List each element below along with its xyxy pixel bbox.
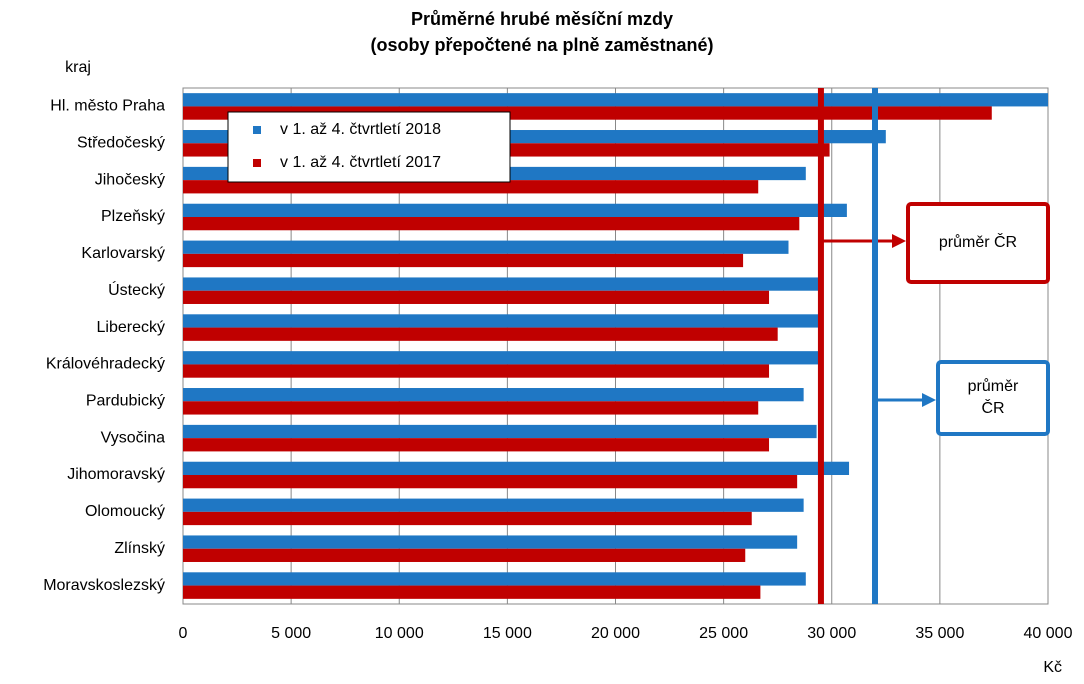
x-tick-label: 40 000 bbox=[1024, 625, 1073, 642]
x-tick-label: 0 bbox=[179, 625, 188, 642]
bar bbox=[183, 180, 759, 194]
y-tick-label: Liberecký bbox=[97, 319, 165, 336]
legend-swatch bbox=[253, 159, 261, 167]
y-tick-label: Zlínský bbox=[114, 540, 165, 557]
y-tick-label: Olomoucký bbox=[85, 503, 165, 520]
bar bbox=[183, 475, 798, 489]
bar bbox=[183, 572, 806, 586]
x-tick-label: 35 000 bbox=[915, 625, 964, 642]
bar bbox=[183, 314, 821, 328]
y-tick-label: Moravskoslezský bbox=[43, 577, 165, 594]
bar bbox=[183, 461, 850, 475]
bar bbox=[183, 498, 804, 512]
callout-box bbox=[936, 360, 1050, 436]
x-tick-label: 5 000 bbox=[271, 625, 311, 642]
chart-title: Průměrné hrubé měsíční mzdy bbox=[411, 9, 673, 29]
arrow-head bbox=[922, 393, 936, 407]
bar bbox=[183, 585, 761, 599]
y-tick-label: Karlovarský bbox=[81, 245, 165, 262]
legend-label: v 1. až 4. čtvrtletí 2018 bbox=[280, 121, 441, 138]
legend-box bbox=[227, 111, 511, 183]
bar bbox=[183, 548, 746, 562]
bar bbox=[183, 203, 847, 217]
x-tick-label: 10 000 bbox=[375, 625, 424, 642]
callout-label: průměr ČR bbox=[939, 232, 1017, 251]
y-tick-label: Pardubický bbox=[86, 393, 165, 410]
legend-label: v 1. až 4. čtvrtletí 2017 bbox=[280, 154, 441, 171]
bar bbox=[183, 351, 821, 365]
bar bbox=[183, 240, 789, 254]
callout-label: průměr ČR bbox=[968, 377, 1019, 417]
bar bbox=[183, 93, 1048, 107]
y-tick-label: Jihočeský bbox=[95, 171, 165, 188]
x-axis-label: Kč bbox=[1043, 659, 1062, 676]
bar bbox=[183, 388, 804, 402]
y-tick-label: Ústecký bbox=[108, 280, 165, 299]
bar bbox=[183, 277, 819, 291]
y-tick-label: Královéhradecký bbox=[46, 356, 165, 373]
bar bbox=[183, 511, 752, 526]
bar bbox=[183, 364, 770, 378]
legend-swatch bbox=[253, 126, 261, 134]
y-tick-label: Plzeňský bbox=[101, 208, 165, 225]
bar bbox=[183, 438, 770, 452]
y-axis-label: kraj bbox=[65, 59, 91, 76]
x-tick-label: 20 000 bbox=[591, 625, 640, 642]
x-tick-label: 15 000 bbox=[483, 625, 532, 642]
x-tick-label: 25 000 bbox=[699, 625, 748, 642]
arrow-head bbox=[892, 234, 906, 248]
x-tick-label: 30 000 bbox=[807, 625, 856, 642]
bar bbox=[183, 327, 778, 341]
bar bbox=[183, 424, 817, 439]
bar bbox=[183, 401, 759, 415]
bar bbox=[183, 253, 744, 268]
y-tick-label: Jihomoravský bbox=[67, 466, 165, 483]
bar bbox=[183, 535, 798, 549]
y-tick-label: Vysočina bbox=[101, 429, 165, 446]
y-tick-label: Hl. město Praha bbox=[50, 98, 165, 115]
chart-subtitle: (osoby přepočtené na plně zaměstnané) bbox=[370, 35, 713, 55]
bar bbox=[183, 290, 770, 304]
y-tick-label: Středočeský bbox=[77, 135, 165, 152]
bar bbox=[183, 217, 800, 231]
callout-box bbox=[906, 202, 1050, 284]
